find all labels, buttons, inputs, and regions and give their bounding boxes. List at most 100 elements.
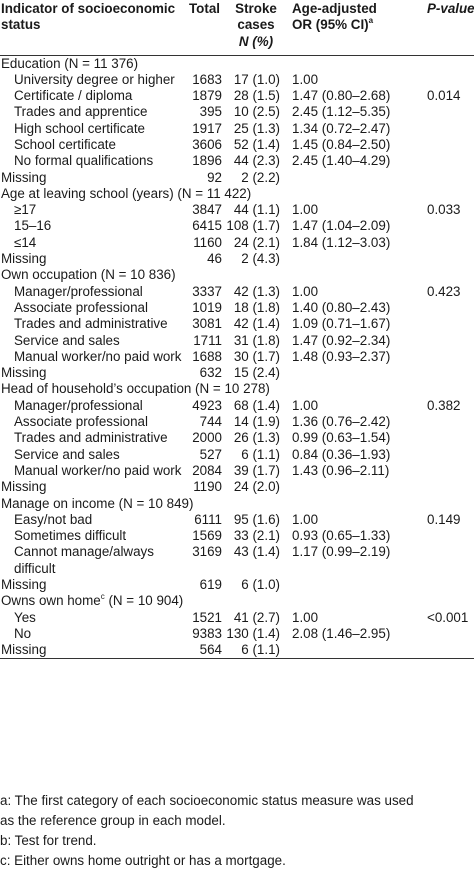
row-stroke-cases: 18 (1.8) xyxy=(233,299,280,315)
row-odds-ratio: 1.00 xyxy=(292,511,319,527)
section-row: Age at leaving school (years) (N = 11 42… xyxy=(0,186,474,202)
row-label: Missing xyxy=(1,251,47,267)
row-p-value xyxy=(420,463,474,479)
row-p-value: 0.033 xyxy=(427,202,461,218)
row-stroke-cases: 24 (2.1) xyxy=(233,234,280,250)
socioeconomic-stroke-table: Indicator of socioeconomic status Total … xyxy=(0,0,474,659)
header-or-line2: OR (95% CI) xyxy=(292,17,369,33)
row-p-value xyxy=(420,333,474,349)
row-odds-ratio: 1.36 (0.76–2.42) xyxy=(292,414,391,430)
row-odds-ratio: 1.00 xyxy=(292,397,319,413)
row-odds-ratio: 1.47 (1.04–2.09) xyxy=(292,218,391,234)
row-odds-ratio: 1.17 (0.99–2.19) xyxy=(292,544,391,560)
table-row: No 9383 130 (1.4) 2.08 (1.46–2.95) xyxy=(0,626,474,642)
row-total: 527 xyxy=(199,446,222,462)
row-stroke-cases: 6 (1.0) xyxy=(241,577,280,592)
row-label: Certificate / diploma xyxy=(14,88,133,104)
header-stroke-line1: Stroke xyxy=(235,1,277,16)
table-row: Sometimes difficult 1569 33 (2.1) 0.93 (0.6… xyxy=(0,528,474,544)
table-body: Education (N = 11 376) University degree … xyxy=(0,55,474,659)
header-p-label: P-value xyxy=(427,1,474,16)
row-stroke-cases: 14 (1.9) xyxy=(233,414,280,430)
section-heading: Age at leaving school (years) (N = 11 42… xyxy=(0,186,474,202)
row-p-value xyxy=(420,121,474,137)
row-stroke-cases: 2 (2.2) xyxy=(241,169,280,185)
row-odds-ratio: 1.40 (0.80–2.43) xyxy=(292,299,391,315)
row-total: 4923 xyxy=(192,397,222,413)
row-total: 1917 xyxy=(192,120,222,136)
row-total: 9383 xyxy=(192,625,222,641)
row-label: Missing xyxy=(1,577,47,592)
row-p-value xyxy=(420,235,474,251)
row-total: 564 xyxy=(199,642,222,658)
row-p-value xyxy=(420,528,474,544)
row-odds-ratio xyxy=(280,170,420,186)
row-stroke-cases: 28 (1.5) xyxy=(233,88,280,104)
row-total: 744 xyxy=(199,414,222,430)
table-row: School certificate 3606 52 (1.4) 1.45 (0.84… xyxy=(0,137,474,153)
missing-row: Missing 564 6 (1.1) xyxy=(0,642,474,659)
row-total: 3081 xyxy=(192,316,222,332)
row-total: 1711 xyxy=(193,332,222,348)
row-odds-ratio xyxy=(280,577,420,593)
row-p-value xyxy=(420,577,474,593)
row-odds-ratio: 0.84 (0.36–1.93) xyxy=(292,446,391,462)
row-odds-ratio: 0.93 (0.65–1.33) xyxy=(292,528,391,544)
header-or-footnote-mark: a xyxy=(368,16,374,26)
row-p-value xyxy=(420,218,474,234)
row-stroke-cases: 108 (1.7) xyxy=(226,218,280,234)
row-total: 2000 xyxy=(192,430,222,446)
table-row: Trades and apprentice 395 10 (2.5) 2.45 (1.… xyxy=(0,104,474,120)
row-total: 1896 xyxy=(192,153,222,169)
table-row: Associate professional 1019 18 (1.8) 1.40 (… xyxy=(0,300,474,316)
row-label: Manager/professional xyxy=(14,397,143,413)
table-row: Service and sales 527 6 (1.1) 0.84 (0.36–1.… xyxy=(0,447,474,463)
row-total: 395 xyxy=(199,104,222,120)
row-odds-ratio: 2.45 (1.12–5.35) xyxy=(292,104,391,120)
section-heading-text: Education (N = 11 376) xyxy=(1,55,139,71)
section-row: Head of household’s occupation (N = 10 2… xyxy=(0,381,474,397)
footnote-a-line1: a: The first category of each socioecono… xyxy=(0,793,414,808)
table-row: High school certificate 1917 25 (1.3) 1.34 … xyxy=(0,121,474,137)
row-label: Trades and apprentice xyxy=(14,104,148,120)
row-stroke-cases: 6 (1.1) xyxy=(241,642,280,658)
table-row: Manager/professional 4923 68 (1.4) 1.00 0.38… xyxy=(0,398,474,414)
row-odds-ratio: 1.00 xyxy=(292,283,319,299)
row-stroke-cases: 25 (1.3) xyxy=(233,120,280,136)
row-odds-ratio xyxy=(280,479,420,495)
row-label: 15–16 xyxy=(14,218,52,234)
table-row: No formal qualifications 1896 44 (2.3) 2.45… xyxy=(0,153,474,169)
header-stroke-cases: Stroke cases N (%) xyxy=(222,0,280,55)
row-stroke-cases: 43 (1.4) xyxy=(233,544,280,560)
row-label: University degree or higher xyxy=(14,71,175,87)
row-stroke-cases: 39 (1.7) xyxy=(233,462,280,478)
row-total: 3169 xyxy=(192,544,222,560)
row-label: No xyxy=(14,625,32,641)
row-odds-ratio: 1.48 (0.93–2.37) xyxy=(292,348,391,364)
section-heading: Education (N = 11 376) xyxy=(0,55,474,72)
row-p-value xyxy=(420,137,474,153)
row-label: Missing xyxy=(1,642,47,658)
row-odds-ratio xyxy=(280,642,420,659)
table-row: Easy/not bad 6111 95 (1.6) 1.00 0.149 xyxy=(0,512,474,528)
section-heading: Owns own homec (N = 10 904) xyxy=(0,593,474,609)
section-heading-count: (N = 10 904) xyxy=(104,593,184,609)
row-stroke-cases: 33 (2.1) xyxy=(233,528,280,544)
missing-row: Missing 619 6 (1.0) xyxy=(0,577,474,593)
row-total: 1190 xyxy=(193,479,222,495)
row-total: 632 xyxy=(199,365,222,381)
table-row: Certificate / diploma 1879 28 (1.5) 1.47 (0… xyxy=(0,88,474,104)
table-row: University degree or higher 1683 17 (1.0) 1… xyxy=(0,72,474,88)
row-label: ≥17 xyxy=(14,202,37,218)
row-total: 1160 xyxy=(193,234,222,250)
row-odds-ratio: 0.99 (0.63–1.54) xyxy=(292,430,391,446)
row-label: School certificate xyxy=(14,136,116,152)
row-stroke-cases: 44 (2.3) xyxy=(233,153,280,169)
row-stroke-cases: 10 (2.5) xyxy=(233,104,280,120)
row-odds-ratio xyxy=(280,365,420,381)
row-label: Sometimes difficult xyxy=(14,528,127,544)
row-p-value xyxy=(420,642,474,659)
row-odds-ratio: 1.34 (0.72–2.47) xyxy=(292,120,391,136)
header-indicator: Indicator of socioeconomic status xyxy=(1,1,176,33)
row-stroke-cases: 30 (1.7) xyxy=(233,348,280,364)
